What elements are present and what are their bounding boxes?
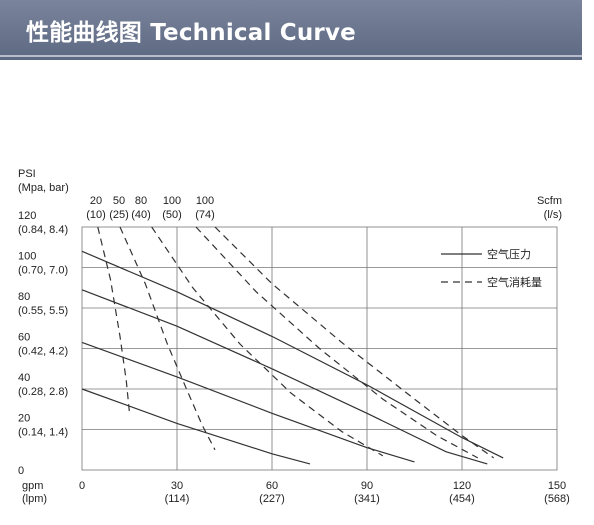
x-tick-label: 120 <box>453 480 471 492</box>
x-tick-sub-label: (454) <box>449 493 475 505</box>
legend-label: 空气消耗量 <box>487 275 542 289</box>
banner-divider <box>0 55 582 57</box>
y-tick-label: 100 <box>18 251 36 263</box>
y-axis-unit: (Mpa, bar) <box>18 182 69 194</box>
x-axis-title: gpm <box>22 480 43 492</box>
air-consumption-curve <box>97 226 131 414</box>
air-pressure-curve <box>81 289 488 465</box>
axis-labels: PSI (Mpa, bar) 0 20 (0.14, 1.4) 40 (0.28, 2.8)… <box>18 168 570 505</box>
air-consumption-curve <box>119 226 216 451</box>
y-tick-sub-label: (0.14, 1.4) <box>18 427 68 439</box>
plot-frame <box>81 226 558 471</box>
air-consumption-curve <box>151 226 384 457</box>
air-pressure-curve <box>81 388 311 465</box>
y-tick-label: 60 <box>18 332 30 344</box>
y-tick-label: 40 <box>18 372 30 384</box>
x-tick-label: 30 <box>171 480 183 492</box>
air-scale-tick-label: 20 <box>90 195 102 207</box>
air-scale-tick-sub-label: (74) <box>195 209 215 221</box>
air-consumption-curve <box>195 226 479 459</box>
air-scale-tick-sub-label: (10) <box>86 209 106 221</box>
x-tick-label: 150 <box>548 480 566 492</box>
legend-label: 空气压力 <box>487 247 531 261</box>
y-tick-label: 120 <box>18 210 36 222</box>
x-tick-label: 90 <box>361 480 373 492</box>
y-tick-label: 20 <box>18 413 30 425</box>
x-axis-unit: (lpm) <box>22 493 47 505</box>
y-tick-label: 0 <box>18 465 24 477</box>
y-tick-sub-label: (0.84, 8.4) <box>18 224 68 236</box>
x-tick-sub-label: (568) <box>544 493 570 505</box>
curves <box>81 226 504 465</box>
air-pressure-curve <box>81 250 504 459</box>
y-axis-title: PSI <box>18 168 36 180</box>
air-scale-tick-label: 100 <box>163 195 181 207</box>
grid <box>81 226 558 471</box>
y-tick-sub-label: (0.28, 2.8) <box>18 386 68 398</box>
x-tick-sub-label: (114) <box>165 493 190 505</box>
y-tick-sub-label: (0.70, 7.0) <box>18 265 68 277</box>
air-pressure-curve <box>81 341 415 463</box>
x-tick-sub-label: (341) <box>354 493 380 505</box>
y-tick-label: 80 <box>18 291 30 303</box>
air-scale-unit: Scfm <box>537 195 562 207</box>
x-tick-label: 0 <box>79 480 85 492</box>
air-consumption-curve <box>214 226 495 459</box>
x-tick-label: 60 <box>266 480 278 492</box>
air-scale-tick-label: 50 <box>113 195 125 207</box>
air-scale-unit-sub: (l/s) <box>544 209 562 221</box>
page-title: 性能曲线图 Technical Curve <box>26 20 356 46</box>
y-tick-sub-label: (0.42, 4.2) <box>18 346 68 358</box>
y-tick-sub-label: (0.55, 5.5) <box>18 305 68 317</box>
air-scale-tick-label: 80 <box>135 195 147 207</box>
air-scale-tick-label: 100 <box>196 195 214 207</box>
air-scale-tick-sub-label: (40) <box>131 209 151 221</box>
title-banner: 性能曲线图 Technical Curve <box>0 0 582 60</box>
air-scale-tick-sub-label: (25) <box>109 209 129 221</box>
air-scale-tick-sub-label: (50) <box>162 209 182 221</box>
x-tick-sub-label: (227) <box>259 493 285 505</box>
